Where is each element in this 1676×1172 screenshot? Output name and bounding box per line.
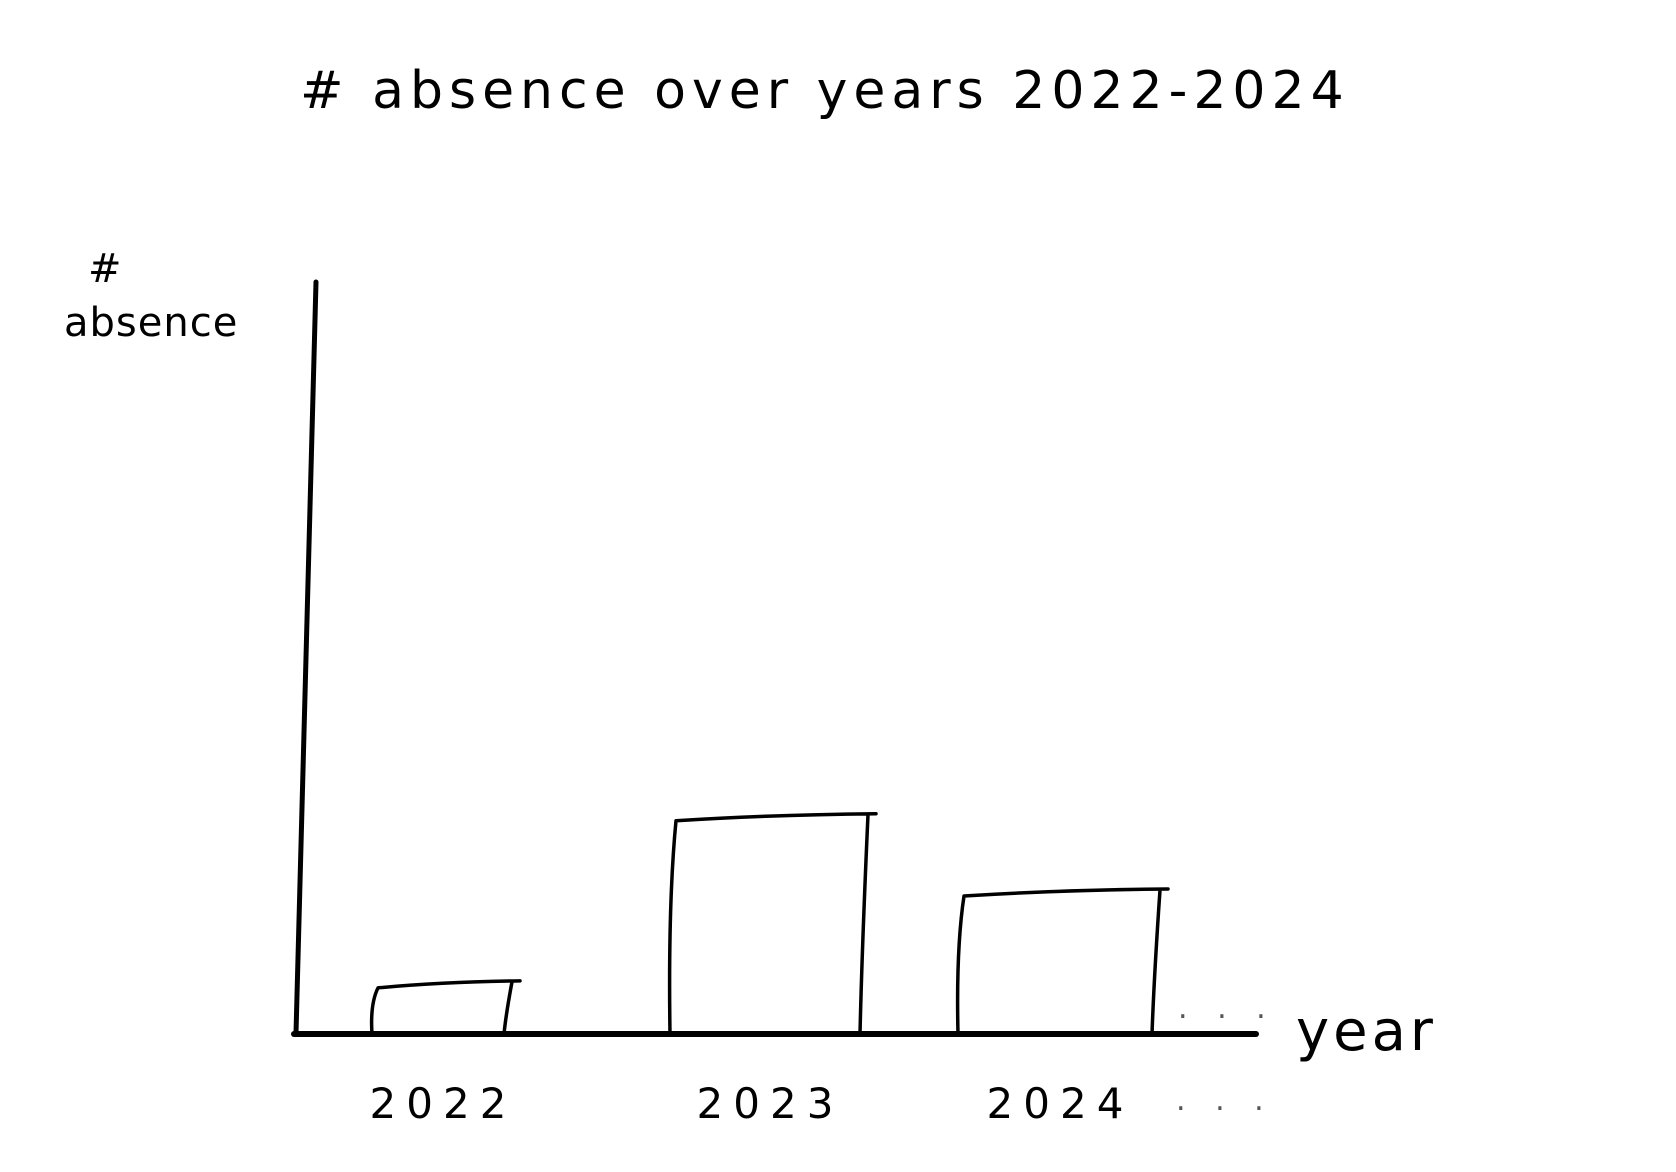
y-axis-line	[293, 279, 319, 1036]
x-tick-label-2022: 2022	[370, 1079, 517, 1128]
bars-group	[369, 812, 1170, 1036]
x-tick-label-2024: 2024	[987, 1079, 1134, 1128]
chart-title: # absence over years 2022-2024	[300, 61, 1350, 121]
x-axis-label: year	[1296, 999, 1437, 1064]
y-axis-label: absence	[64, 300, 238, 346]
x-tick-labels: 2022 2023 2024	[370, 1079, 1134, 1128]
x-tick-label-2023: 2023	[697, 1079, 844, 1128]
bar-2024	[955, 887, 1170, 1036]
axis-continuation-marker: . . .	[1178, 991, 1276, 1026]
bar-2022	[369, 979, 522, 1036]
y-axis-symbol: #	[88, 246, 123, 292]
tick-continuation-marker: . . .	[1176, 1083, 1274, 1118]
bar-2023	[667, 812, 878, 1036]
